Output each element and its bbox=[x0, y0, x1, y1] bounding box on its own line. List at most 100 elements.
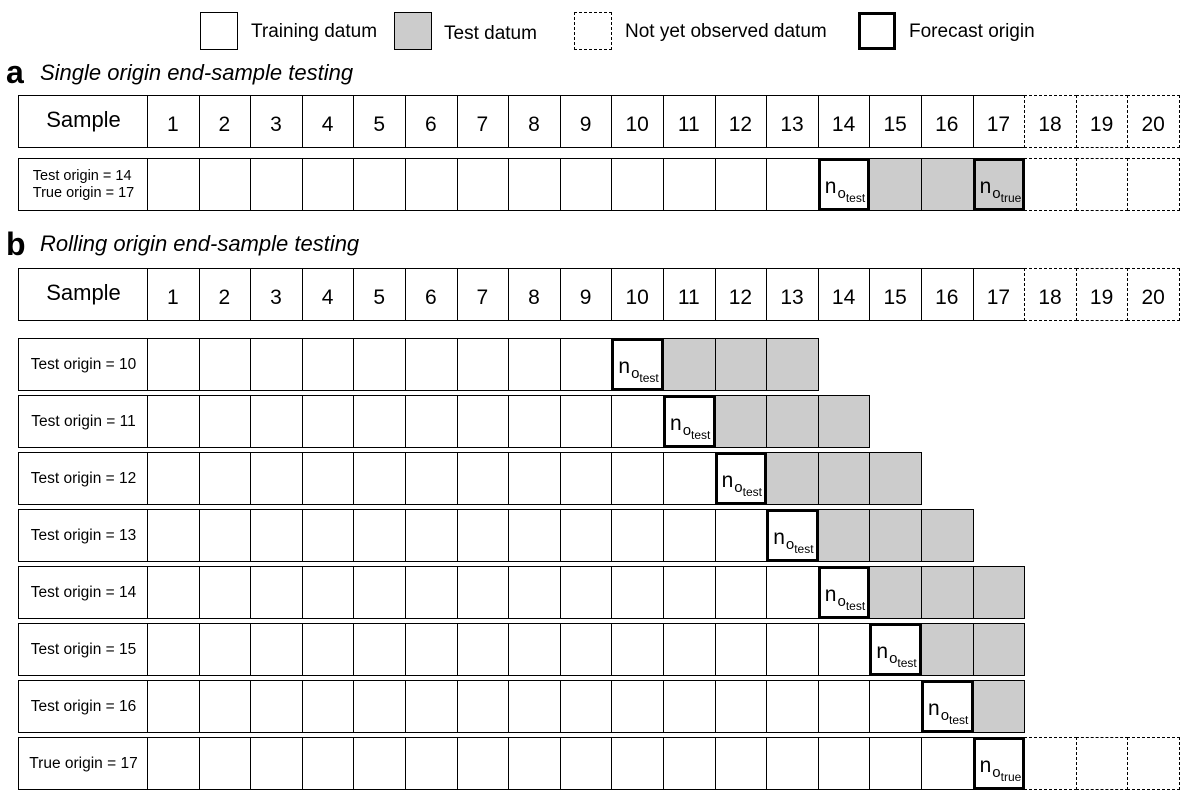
section_a-header-cell-7 bbox=[456, 95, 510, 148]
section_b-row-5-cell-14 bbox=[817, 623, 871, 676]
section_a-header-cell-2 bbox=[198, 95, 252, 148]
section_b-row-5-cell-13 bbox=[766, 623, 819, 676]
section_b-row-4-cell-11 bbox=[663, 566, 716, 619]
section_b-row-5-cell-3 bbox=[250, 623, 303, 676]
section_a-row-0-cell-19 bbox=[1075, 158, 1129, 211]
section_b-header-cell-4 bbox=[301, 268, 355, 321]
sample-number-4: 4 bbox=[321, 112, 334, 136]
section-a-letter: a bbox=[6, 54, 24, 90]
sample-number-5: 5 bbox=[373, 285, 386, 309]
section_b-row-5-cell-7 bbox=[456, 623, 510, 676]
sample-number-20: 20 bbox=[1141, 112, 1165, 136]
row-label-line1: Test origin = 14 bbox=[32, 167, 132, 184]
section_b-header-cell-19 bbox=[1075, 268, 1129, 321]
section_b-row-label-cell-5 bbox=[18, 623, 148, 676]
section_a-row-0-cell-4 bbox=[301, 158, 355, 211]
section_b-header-cell-9 bbox=[559, 268, 613, 321]
section_b-row-label-cell-2 bbox=[18, 452, 148, 505]
legend-label-training: Training datum bbox=[251, 21, 378, 42]
sample-number-18: 18 bbox=[1038, 285, 1062, 309]
origin-symbol-n: n bbox=[773, 526, 785, 549]
section_b-row-3-cell-11 bbox=[663, 509, 716, 562]
section_b-row-4-cell-5 bbox=[353, 566, 406, 619]
section_b-row-0-origin-cell-10: notest bbox=[611, 338, 664, 391]
section_b-header-cell-3 bbox=[250, 268, 303, 321]
section_b-row-2-cell-7 bbox=[456, 452, 510, 505]
section_b-row-3-cell-14 bbox=[817, 509, 871, 562]
section-b-title: Rolling origin end-sample testing bbox=[40, 231, 360, 256]
sample-number-3: 3 bbox=[270, 285, 282, 309]
section_b-row-6-cell-3 bbox=[250, 680, 303, 733]
section_b-row-2-cell-2 bbox=[198, 452, 252, 505]
section_b-row-2-cell-5 bbox=[353, 452, 406, 505]
section_b-row-4-cell-3 bbox=[250, 566, 303, 619]
section_b-row-6-cell-10 bbox=[611, 680, 664, 733]
origin-symbol-subscript: test bbox=[639, 371, 659, 385]
section_b-row-7-origin-cell-17: notrue bbox=[972, 737, 1026, 790]
legend-swatch-training bbox=[200, 12, 238, 50]
section_b-row-4-cell-2 bbox=[198, 566, 252, 619]
sample-number-1: 1 bbox=[166, 112, 179, 136]
section_b-row-2-cell-14 bbox=[817, 452, 871, 505]
section-b-letter: b bbox=[6, 226, 26, 262]
origin-symbol-o: o bbox=[734, 479, 743, 496]
section_b-row-0-cell-1 bbox=[147, 338, 200, 391]
section_b-row-label-5: Test origin = 15 bbox=[30, 640, 137, 658]
row-label-line2: True origin = 17 bbox=[32, 184, 135, 201]
section_a-header-label: Sample bbox=[46, 106, 121, 132]
section_a-row-0-cell-9 bbox=[559, 158, 613, 211]
sample-number-1: 1 bbox=[166, 285, 179, 309]
section_b-row-5-cell-5 bbox=[353, 623, 406, 676]
origin-symbol-o: o bbox=[889, 650, 898, 667]
origin-symbol-n: n bbox=[721, 469, 734, 492]
section_b-header-label: Sample bbox=[46, 279, 121, 305]
section_b-row-3-cell-15 bbox=[869, 509, 922, 562]
section_a-row-0-cell-7 bbox=[456, 158, 510, 211]
section_b-row-6-cell-17 bbox=[972, 680, 1026, 733]
origin-symbol-true: notrue bbox=[980, 175, 1022, 205]
origin-symbol-subscript: true bbox=[1000, 770, 1022, 784]
section_b-row-1-cell-13 bbox=[766, 395, 819, 448]
section_b-row-4-cell-13 bbox=[766, 566, 819, 619]
sample-number-16: 16 bbox=[935, 112, 959, 136]
section_a-row-0-cell-11 bbox=[663, 158, 716, 211]
origin-symbol-subscript: test bbox=[949, 713, 969, 727]
section_b-row-0-cell-3 bbox=[250, 338, 303, 391]
section_b-row-6-cell-11 bbox=[663, 680, 716, 733]
sample-number-19: 19 bbox=[1089, 285, 1114, 309]
section_b-row-0-cell-9 bbox=[559, 338, 613, 391]
section_b-row-4-cell-16 bbox=[921, 566, 974, 619]
section_b-header-cell-7 bbox=[456, 268, 510, 321]
section_b-header-cell-20 bbox=[1127, 268, 1180, 321]
section_b-row-label-1: Test origin = 11 bbox=[31, 412, 136, 430]
section_b-row-4-cell-12 bbox=[714, 566, 768, 619]
section_b-row-4-origin-cell-14: notest bbox=[817, 566, 871, 619]
section_b-row-7-cell-5 bbox=[353, 737, 406, 790]
legend-swatch-future bbox=[574, 12, 612, 50]
section_b-row-1-cell-8 bbox=[508, 395, 561, 448]
origin-symbol-true: notrue bbox=[980, 754, 1022, 784]
section_b-header-cell-8 bbox=[508, 268, 561, 321]
section_b-row-7-cell-18 bbox=[1024, 737, 1077, 790]
origin-symbol-subscript: test bbox=[845, 599, 866, 613]
section_b-row-label-2: Test origin = 12 bbox=[30, 469, 137, 487]
sample-number-8: 8 bbox=[528, 112, 540, 136]
sample-number-13: 13 bbox=[780, 112, 804, 136]
sample-number-12: 12 bbox=[728, 285, 753, 309]
section_b-row-5-cell-11 bbox=[663, 623, 716, 676]
sample-number-15: 15 bbox=[883, 112, 907, 136]
section_a-row-0-cell-8 bbox=[508, 158, 561, 211]
origin-symbol-n: n bbox=[670, 412, 682, 435]
section_b-row-6-cell-2 bbox=[198, 680, 252, 733]
section_a-header-cell-20 bbox=[1127, 95, 1180, 148]
section_b-row-1-cell-5 bbox=[353, 395, 406, 448]
section_b-row-0-cell-5 bbox=[353, 338, 406, 391]
section_a-row-0-cell-20 bbox=[1127, 158, 1180, 211]
section_b-header-cell-18 bbox=[1024, 268, 1077, 321]
section_a-header-cell-17 bbox=[972, 95, 1026, 148]
section_b-row-label-7: True origin = 17 bbox=[29, 754, 138, 772]
section_b-row-1-cell-3 bbox=[250, 395, 303, 448]
section_b-row-5-cell-12 bbox=[714, 623, 768, 676]
section_a-row-0-cell-13 bbox=[766, 158, 819, 211]
section_b-row-3-cell-5 bbox=[353, 509, 406, 562]
